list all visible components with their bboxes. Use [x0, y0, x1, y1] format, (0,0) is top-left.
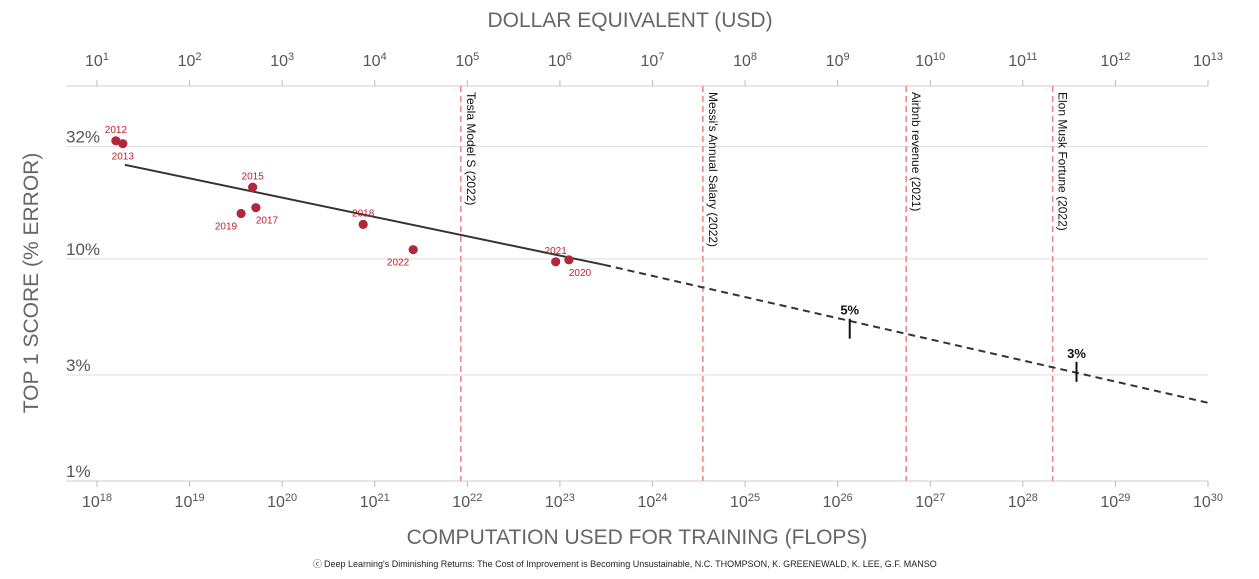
point-year-label: 2018	[352, 208, 375, 219]
x-tick-label: 1021	[360, 492, 390, 511]
x2-tick-label: 1012	[1100, 51, 1130, 70]
x-tick-label: 1020	[267, 492, 297, 511]
fit-lines	[124, 163, 1209, 404]
x2-tick-label: 1010	[915, 51, 945, 70]
x-tick-label: 1027	[915, 492, 945, 511]
x-axis-title: COMPUTATION USED FOR TRAINING (FLOPS)	[407, 526, 868, 549]
y-tick-label: 3%	[66, 356, 91, 375]
y-tick-label: 1%	[66, 462, 91, 481]
reference-line-label: Tesla Model S (2022)	[464, 92, 478, 205]
x2-tick-label: 102	[178, 51, 202, 70]
data-point	[564, 255, 574, 265]
reference-line-label: Airbnb revenue (2021)	[909, 92, 923, 211]
data-point	[251, 203, 261, 213]
x-tick-label: 1025	[730, 492, 760, 511]
y-axis: 32% 10% 3% 1%	[66, 128, 100, 481]
fit-line-solid	[124, 163, 605, 266]
reference-lines: Tesla Model S (2022) Messi's Annual Salar…	[459, 86, 1070, 481]
fit-line-dashed	[603, 263, 1209, 404]
x2-tick-label: 106	[548, 51, 572, 70]
x-tick-label: 1029	[1100, 492, 1130, 511]
data-point	[111, 136, 121, 146]
x-tick-label: 1022	[452, 492, 482, 511]
point-year-label: 2021	[545, 246, 568, 257]
x2-tick-label: 108	[733, 51, 757, 70]
projections: 5% 3%	[840, 303, 1086, 382]
grid-layer	[66, 85, 1208, 482]
x2-tick-label: 105	[455, 51, 479, 70]
footer: ⓒ Deep Learning's Diminishing Returns: T…	[313, 559, 937, 569]
point-year-label: 2020	[569, 268, 592, 279]
x-tick-label: 1024	[637, 492, 667, 511]
x2-axis-title: DOLLAR EQUIVALENT (USD)	[487, 9, 772, 32]
x-tick-label: 1026	[823, 492, 853, 511]
x2-axis: 101 102 103 104 105 106 107 108 109 1010 1011 1012 1…	[85, 51, 1223, 86]
data-point	[551, 257, 561, 267]
x2-tick-label: 109	[826, 51, 850, 70]
data-point	[248, 182, 258, 192]
y-tick-label: 10%	[66, 240, 100, 259]
point-year-label: 2022	[387, 258, 410, 269]
x2-tick-label: 1011	[1008, 51, 1037, 70]
footer-text: Deep Learning's Diminishing Returns: The…	[324, 559, 937, 569]
x-axis: 1018 1019 1020 1021 1022 1023 1024 1025 1026 1027…	[82, 481, 1223, 511]
x-tick-label: 1023	[545, 492, 575, 511]
point-year-label: 2012	[105, 125, 128, 136]
x2-tick-label: 104	[363, 51, 387, 70]
x-tick-label: 1019	[175, 492, 205, 511]
data-point	[358, 219, 368, 229]
point-year-label: 2019	[215, 222, 238, 233]
projection-label: 3%	[1067, 346, 1086, 361]
data-point	[236, 208, 246, 219]
y-tick-label: 32%	[66, 128, 100, 147]
data-point	[408, 245, 418, 255]
data-point	[118, 139, 128, 149]
reference-line-label: Elon Musk Fortune (2022)	[1056, 92, 1070, 231]
point-year-label: 2015	[242, 171, 265, 182]
x2-tick-label: 1013	[1193, 51, 1223, 70]
reference-line-label: Messi's Annual Salary (2022)	[706, 92, 720, 247]
point-year-label: 2013	[112, 152, 135, 163]
point-year-label: 2017	[256, 216, 279, 227]
x2-tick-label: 103	[270, 51, 294, 70]
x2-tick-label: 107	[641, 51, 665, 70]
x2-tick-label: 101	[85, 51, 109, 70]
x-tick-label: 1018	[82, 492, 112, 511]
projection-label: 5%	[840, 303, 859, 318]
x-tick-label: 1030	[1193, 492, 1223, 511]
copyright-icon: ⓒ	[313, 559, 322, 569]
y-axis-title: TOP 1 SCORE (% ERROR)	[20, 153, 43, 414]
x-tick-label: 1028	[1008, 492, 1038, 511]
